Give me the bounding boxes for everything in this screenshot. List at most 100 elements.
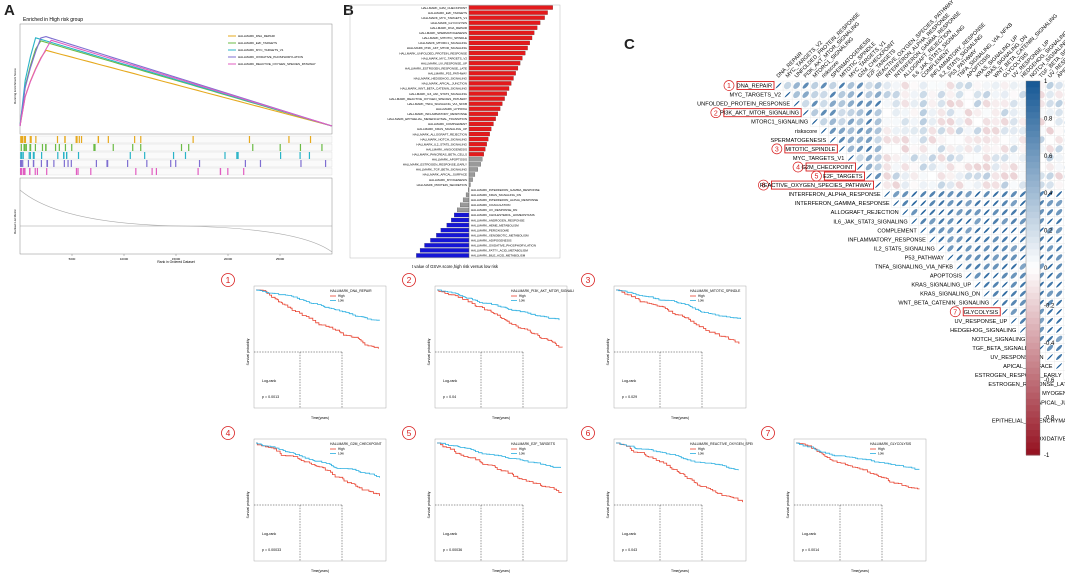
corr-ellipse — [1019, 90, 1027, 99]
hit-mark — [106, 160, 108, 167]
corr-ellipse — [973, 163, 982, 171]
corr-ellipse — [973, 108, 982, 117]
km-curve-high — [256, 289, 379, 349]
gsva-bar — [468, 101, 503, 106]
hit-mark — [107, 136, 109, 143]
scale-swatch — [1026, 174, 1040, 182]
hit-mark — [308, 152, 311, 159]
gsva-bar-label: HALLMARK_PANCREAS_BETA_CELLS — [412, 153, 467, 157]
hit-mark — [248, 136, 251, 143]
hit-mark — [300, 160, 302, 167]
heatmap-cell — [1063, 216, 1065, 226]
corr-ellipse — [1001, 181, 1009, 189]
hit-mark — [20, 136, 22, 143]
corr-ellipse — [1047, 218, 1053, 225]
hit-mark — [192, 136, 194, 143]
corr-ellipse — [992, 245, 999, 252]
corr-ellipse — [992, 236, 999, 243]
corr-ellipse — [992, 209, 999, 216]
corr-ellipse — [865, 109, 873, 116]
corr-ellipse — [1055, 145, 1063, 153]
km-title: HALLMARK_REACTIVE_OXYGEN_SPECIES_PATHWAY — [690, 442, 753, 446]
gsva-bar — [468, 45, 528, 51]
corr-ellipse — [847, 91, 855, 98]
corr-ellipse — [1055, 81, 1063, 90]
corr-ellipse — [974, 245, 981, 252]
heatmap-cell — [1063, 243, 1065, 254]
corr-ellipse — [1047, 308, 1054, 315]
heatmap-row-label: MYC_TARGETS_V2 — [730, 93, 782, 99]
hit-mark — [41, 152, 43, 159]
corr-ellipse — [974, 236, 981, 243]
heatmap-row-label: ESTROGEN_RESPONSE_EARLY — [975, 373, 1062, 379]
heatmap-row-label: P53_PATHWAY — [905, 255, 945, 261]
gsva-bar-label: HALLMARK_HYPOXIA — [436, 107, 467, 111]
hit-mark — [20, 152, 22, 159]
scale-swatch — [1026, 423, 1040, 431]
scale-swatch — [1026, 299, 1040, 306]
heatmap-cell — [1063, 298, 1065, 308]
scale-tick-label: 0.8 — [1044, 116, 1053, 122]
km-curve-low — [437, 289, 560, 321]
corr-ellipse — [1055, 100, 1063, 108]
heatmap-row-label: REACTIVE_OXYGEN_SPECIES_PATHWAY — [760, 183, 872, 189]
corr-ellipse — [820, 90, 828, 99]
gsva-bar — [419, 248, 470, 253]
corr-ellipse — [964, 90, 973, 99]
km-pvalue: p = 0.00033 — [262, 548, 281, 552]
km-curve-high — [616, 289, 740, 344]
corr-ellipse — [1009, 126, 1018, 135]
gsva-bar-label: HALLMARK_KRAS_SIGNALING_UP — [417, 127, 467, 131]
corr-ellipse — [892, 144, 901, 153]
corr-ellipse — [920, 200, 927, 207]
scale-swatch — [1026, 305, 1040, 313]
hit-mark — [35, 136, 37, 143]
gsva-bar-label: HALLMARK_WNT_BETA_CATENIN_SIGNALING — [400, 87, 467, 91]
hit-mark — [127, 160, 129, 167]
corr-ellipse — [991, 90, 1000, 99]
gsva-bar-label: HALLMARK_MYOGENESIS — [429, 178, 467, 182]
hit-mark — [299, 144, 302, 151]
corr-ellipse — [1055, 199, 1063, 207]
hit-mark — [63, 160, 65, 167]
corr-ellipse — [1001, 172, 1009, 180]
hit-mark — [22, 160, 24, 167]
corr-ellipse — [847, 145, 855, 153]
km-curve-low — [616, 289, 741, 319]
gsva-bar-label: HALLMARK_COMPLEMENT — [428, 122, 467, 126]
corr-ellipse — [982, 144, 991, 153]
heatmap-cell — [1063, 279, 1065, 290]
corr-ellipse — [784, 91, 791, 98]
corr-ellipse — [1001, 236, 1008, 243]
corr-ellipse — [983, 236, 990, 243]
gsva-bar — [468, 20, 541, 25]
corr-ellipse — [1010, 199, 1018, 207]
corr-ellipse — [892, 117, 901, 126]
corr-ellipse — [892, 81, 901, 90]
corr-ellipse — [1009, 135, 1018, 144]
hit-mark — [95, 160, 97, 167]
hit-strip — [19, 167, 333, 176]
corr-ellipse — [838, 145, 845, 152]
heatmap-cell — [1063, 234, 1065, 245]
hit-mark — [132, 144, 134, 151]
km-legend-high: High — [698, 447, 705, 451]
corr-ellipse — [983, 281, 990, 288]
highlight-box — [784, 144, 838, 154]
hit-mark — [23, 144, 25, 151]
corr-ellipse — [992, 290, 999, 297]
heatmap-cell — [1063, 162, 1065, 172]
corr-ellipse — [1055, 135, 1063, 144]
corr-ellipse — [938, 200, 945, 207]
gsva-bar-label: HALLMARK_CHOLESTEROL_HOMEOSTASIS — [471, 213, 535, 217]
heatmap-row-label: APOPTOSIS — [930, 274, 962, 280]
hit-mark — [46, 168, 48, 175]
scale-swatch — [1026, 105, 1040, 113]
hit-mark — [20, 152, 23, 159]
corr-ellipse — [811, 118, 818, 125]
corr-ellipse — [1045, 117, 1055, 126]
corr-ellipse — [946, 163, 955, 171]
corr-ellipse — [955, 144, 964, 153]
corr-ellipse — [947, 218, 954, 225]
